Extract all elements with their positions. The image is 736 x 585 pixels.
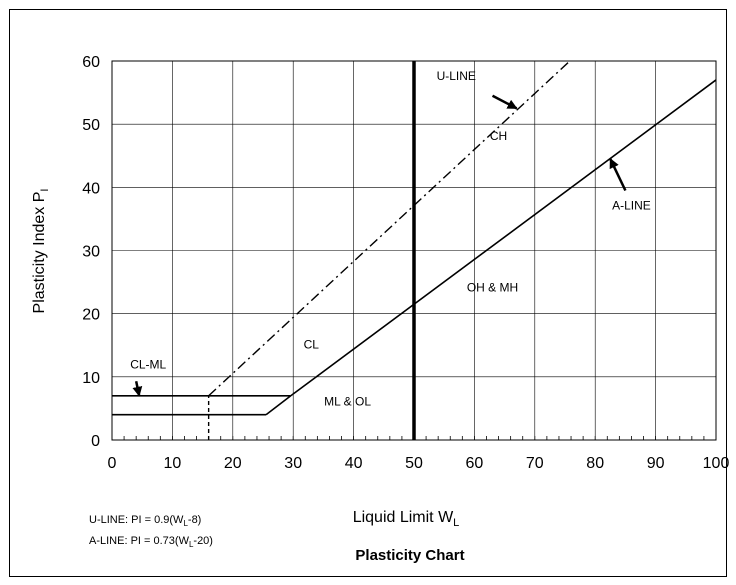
x-tick-label: 20 — [224, 455, 242, 472]
x-axis-title: Liquid Limit WL — [353, 509, 460, 529]
y-tick-label: 0 — [91, 433, 100, 450]
x-tick-label: 90 — [647, 455, 665, 472]
tick-labels: 0 10 20 30 40 50 60 70 80 90 100 0 10 20 30 40 50 60 — [82, 54, 729, 472]
y-axis-title: Plasticity Index PI — [31, 189, 51, 314]
region-label: CL — [304, 337, 320, 351]
x-tick-label: 40 — [345, 455, 363, 472]
x-tick-label: 30 — [284, 455, 302, 472]
x-tick-label: 10 — [164, 455, 182, 472]
callout-label: U-LINE — [437, 69, 476, 83]
callout-label: A-LINE — [612, 198, 651, 212]
y-tick-label: 60 — [82, 54, 100, 71]
callout-label: CL-ML — [130, 358, 166, 372]
chart-title: Plasticity Chart — [355, 547, 464, 564]
u-line-equation: U-LINE: PI = 0.9(WL-8) — [89, 514, 201, 528]
series-lines — [112, 60, 717, 440]
y-tick-label: 20 — [82, 307, 100, 324]
region-label: OH & MH — [467, 281, 518, 295]
y-tick-label: 10 — [82, 370, 100, 387]
y-tick-label: 40 — [82, 180, 100, 197]
y-tick-label: 50 — [82, 117, 100, 134]
series-a-line — [290, 79, 717, 397]
callout-arrow — [491, 94, 518, 110]
x-tick-label: 80 — [586, 455, 604, 472]
region-labels: CH OH & MH CL ML & OL — [304, 129, 519, 408]
callout-arrow — [132, 381, 143, 397]
x-tick-label: 0 — [108, 455, 117, 472]
x-tick-label: 60 — [466, 455, 484, 472]
region-label: ML & OL — [324, 394, 371, 408]
x-tick-label: 50 — [405, 455, 423, 472]
chart-frame — [9, 9, 727, 577]
y-tick-label: 30 — [82, 244, 100, 261]
region-label: CH — [490, 129, 507, 143]
a-line-equation: A-LINE: PI = 0.73(WL-20) — [89, 535, 213, 549]
series-cl-ml-bottom-slope — [265, 395, 292, 416]
series-u-line — [208, 60, 571, 397]
x-tick-label: 100 — [703, 455, 730, 472]
callout-arrow — [609, 158, 627, 192]
callouts: U-LINE A-LINE CL-ML — [130, 69, 651, 397]
x-tick-label: 70 — [526, 455, 544, 472]
